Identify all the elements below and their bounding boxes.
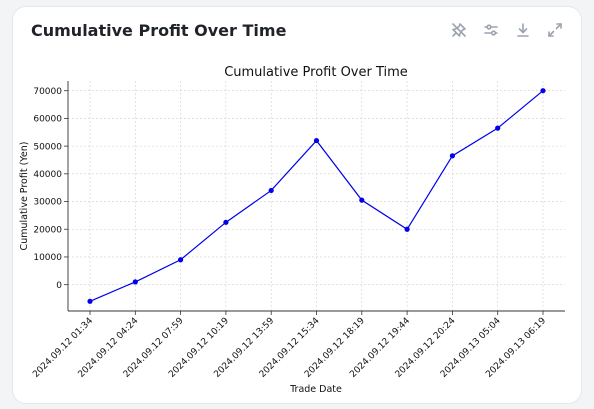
y-tick-label: 0 bbox=[56, 281, 62, 291]
chart-card: Cumulative Profit Over Time bbox=[12, 6, 582, 404]
data-point bbox=[132, 279, 138, 285]
data-point bbox=[540, 88, 546, 94]
y-tick-label: 50000 bbox=[33, 142, 62, 152]
data-point bbox=[268, 187, 274, 194]
data-point bbox=[404, 226, 410, 232]
data-point bbox=[359, 197, 365, 203]
download-icon bbox=[517, 23, 529, 37]
expand-icon bbox=[548, 23, 562, 37]
pin-button[interactable] bbox=[449, 20, 469, 40]
y-tick-label: 10000 bbox=[33, 253, 62, 263]
y-tick-label: 70000 bbox=[33, 87, 62, 97]
y-axis-label: Cumulative Profit (Yen) bbox=[19, 142, 30, 251]
grid bbox=[68, 81, 565, 311]
series-profit bbox=[87, 88, 546, 304]
y-tick-label: 40000 bbox=[33, 170, 62, 180]
x-axis-label: Trade Date bbox=[289, 384, 342, 395]
data-point bbox=[87, 298, 93, 304]
data-point bbox=[223, 219, 229, 225]
download-button[interactable] bbox=[513, 20, 533, 40]
chart-title: Cumulative Profit Over Time bbox=[224, 65, 408, 80]
settings-button[interactable] bbox=[481, 20, 501, 40]
card-title: Cumulative Profit Over Time bbox=[31, 21, 287, 40]
data-point bbox=[178, 257, 184, 263]
chart-toolbar bbox=[449, 20, 565, 40]
sliders-icon bbox=[484, 24, 498, 36]
data-point bbox=[449, 153, 455, 159]
data-point bbox=[313, 137, 320, 144]
y-tick-label: 30000 bbox=[33, 198, 62, 208]
expand-button[interactable] bbox=[545, 20, 565, 40]
axes: 0100002000030000400005000060000700002024… bbox=[31, 81, 565, 380]
pin-icon bbox=[452, 23, 466, 37]
y-tick-label: 20000 bbox=[33, 225, 62, 235]
data-point bbox=[495, 125, 501, 131]
y-tick-label: 60000 bbox=[33, 115, 62, 125]
